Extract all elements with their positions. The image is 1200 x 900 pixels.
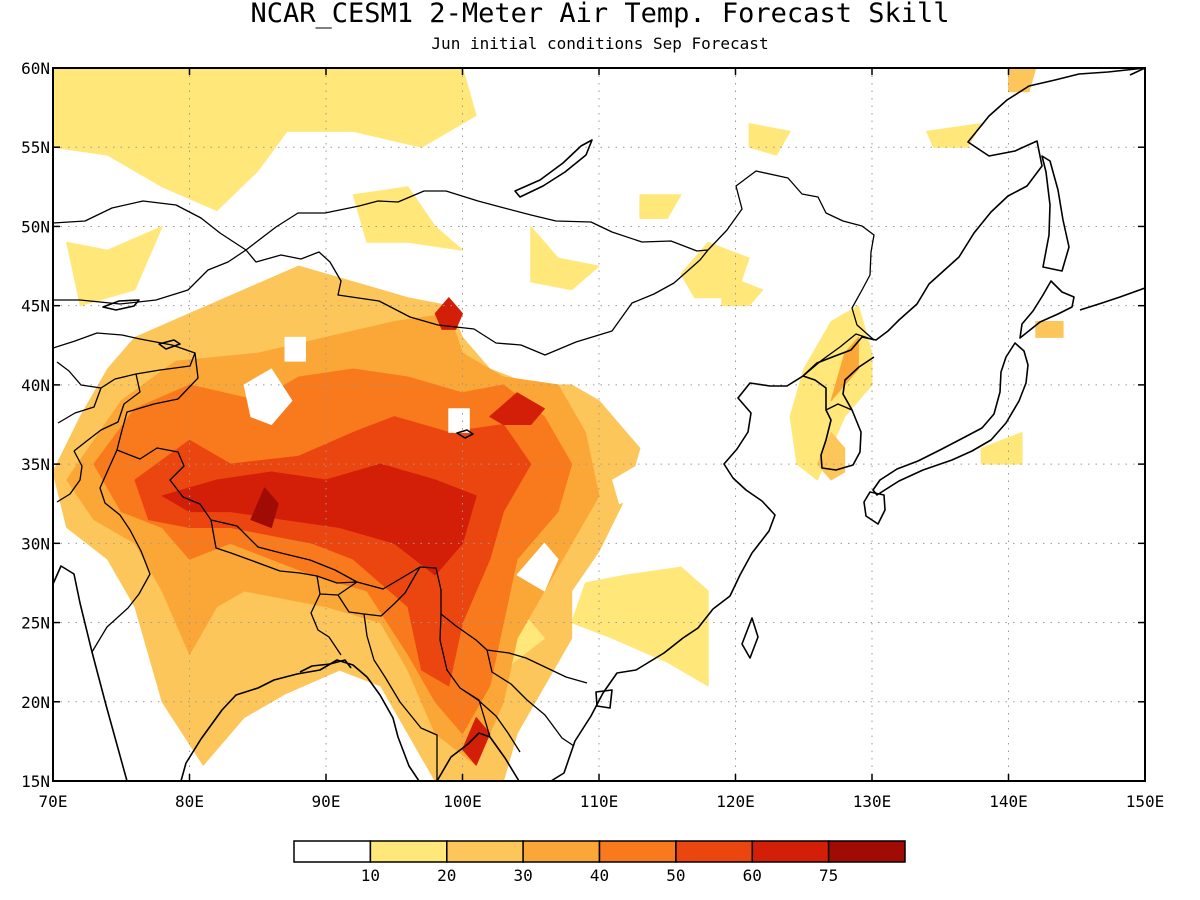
skill-contour-region <box>721 273 764 307</box>
skill-contour-region <box>530 225 600 291</box>
skill-contour-region <box>352 186 463 251</box>
country-borders-layer <box>53 170 875 781</box>
colorbar-swatches <box>293 840 906 863</box>
colorbar-tick-label: 10 <box>361 866 380 885</box>
latitude-tick-label: 30N <box>21 534 50 553</box>
taiwan-coastline <box>741 617 759 659</box>
skill-contour-region <box>571 566 709 687</box>
longitude-tick-label: 90E <box>312 792 341 811</box>
nepal-bhutan-border <box>210 519 358 596</box>
colorbar-swatch <box>675 840 754 863</box>
skill-contour-region <box>434 297 463 330</box>
longitude-tick-label: 120E <box>716 792 755 811</box>
kashmir-pakistan-border <box>56 449 151 653</box>
colorbar-tick-label: 20 <box>437 866 456 885</box>
colorbar-tick-label: 30 <box>513 866 532 885</box>
latitude-tick-label: 50N <box>21 217 50 236</box>
longitude-tick-label: 150E <box>1126 792 1165 811</box>
colorbar-swatch <box>446 840 524 863</box>
latitude-tick-label: 45N <box>21 297 50 316</box>
mongolia-northern-border <box>245 190 709 252</box>
hainan-coastline <box>595 689 613 709</box>
colorbar: 10 20 30 40 50 60 75 <box>293 840 906 885</box>
longitude-tick-label: 70E <box>39 792 68 811</box>
longitude-tick-label: 130E <box>853 792 892 811</box>
longitude-tick-label: 140E <box>989 792 1028 811</box>
skill-contour-region <box>243 368 293 425</box>
skill-contour-region <box>489 392 545 425</box>
colorbar-swatch <box>827 840 906 863</box>
skill-contour-region <box>448 408 470 433</box>
kazakhstan-border <box>53 200 247 251</box>
india-bangladesh-myanmar-border <box>310 566 438 781</box>
skill-field-layer <box>53 68 1064 781</box>
japan-honshu-coastline <box>872 342 1029 496</box>
skill-contour-region <box>612 463 641 505</box>
skill-contour-region <box>516 542 559 592</box>
skill-contour-region <box>926 123 982 148</box>
latitude-tick-label: 55N <box>21 138 50 157</box>
latitude-tick-label: 25N <box>21 614 50 633</box>
china-western-southern-border <box>116 352 588 684</box>
korea-coastline <box>802 356 875 471</box>
colorbar-swatch <box>598 840 677 863</box>
skill-contour-region <box>1035 321 1064 338</box>
central-asia-borders <box>53 332 196 452</box>
coastline-layer <box>53 68 1145 781</box>
skill-contour-region <box>284 336 306 362</box>
latitude-tick-label: 20N <box>21 693 50 712</box>
map-plot-area: 70E 80E 90E 100E 110E 120E 130E 140E 150E 15N 20N 2… <box>21 59 1164 811</box>
skill-contour-region <box>66 225 163 307</box>
longitude-tick-label: 110E <box>580 792 619 811</box>
colorbar-tick-label: 75 <box>819 866 838 885</box>
lake-baikal-outline <box>514 139 593 198</box>
asia-coastline <box>53 68 1145 781</box>
colorbar-tick-label: 60 <box>743 866 762 885</box>
skill-contour-region <box>250 487 279 528</box>
lake-issyk-kul-outline <box>158 339 181 350</box>
qinghai-lake-outline <box>456 429 474 439</box>
china-northern-border <box>53 170 875 356</box>
colorbar-labels: 10 20 30 40 50 60 75 <box>361 866 838 885</box>
colorbar-swatch <box>293 840 372 863</box>
colorbar-swatch <box>369 840 448 863</box>
colorbar-swatch <box>751 840 830 863</box>
colorbar-tick-label: 40 <box>590 866 609 885</box>
sakhalin-coastline <box>1041 155 1070 272</box>
longitude-tick-label: 100E <box>443 792 482 811</box>
bay-of-bengal-delta-coast <box>299 659 352 673</box>
kamchatka-coastline <box>1129 68 1145 76</box>
lake-balkhash-outline <box>102 299 140 311</box>
latitude-tick-label: 15N <box>21 772 50 791</box>
latitude-tick-label: 60N <box>21 59 50 78</box>
korea-dmz-border <box>825 403 853 411</box>
mainland-southeast-asia-borders <box>439 613 575 753</box>
colorbar-swatch <box>522 840 601 863</box>
colorbar-tick-label: 50 <box>666 866 685 885</box>
skill-contour-region <box>161 463 477 576</box>
japan-kyushu-coastline <box>863 491 886 525</box>
hokkaido-coastline <box>1019 280 1075 339</box>
longitude-tick-label: 80E <box>175 792 204 811</box>
latitude-tick-label: 40N <box>21 376 50 395</box>
skill-contour-region <box>462 717 491 766</box>
skill-contour-region <box>980 431 1023 465</box>
figure-title: NCAR_CESM1 2-Meter Air Temp. Forecast Sk… <box>251 0 950 29</box>
latitude-tick-label: 35N <box>21 455 50 474</box>
map-axis-ticks: 70E 80E 90E 100E 110E 120E 130E 140E 150E 15N 20N 2… <box>21 59 1164 811</box>
kuril-arc-coastline <box>1079 287 1145 311</box>
figure-subtitle: Jun initial conditions Sep Forecast <box>431 34 768 53</box>
korea-china-border <box>802 333 875 377</box>
skill-contour-region <box>830 336 859 402</box>
skill-contour-region <box>639 194 682 219</box>
